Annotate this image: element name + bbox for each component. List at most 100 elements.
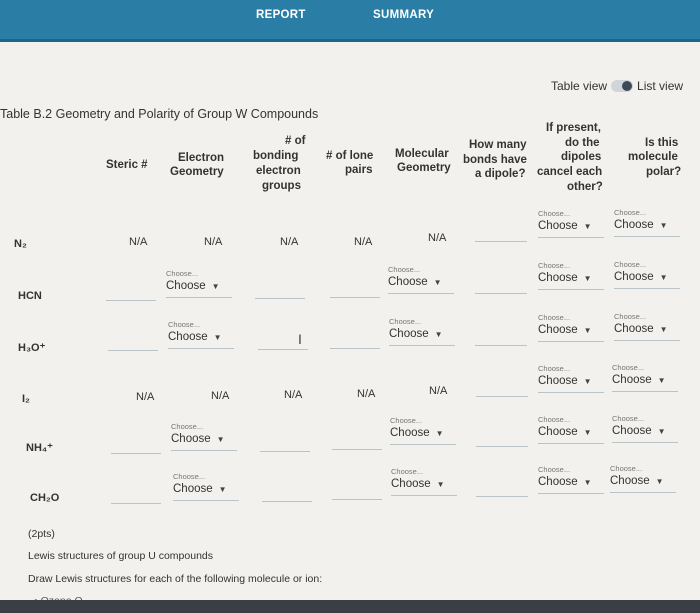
hcn-steric-input[interactable] [106, 300, 156, 301]
i2-steric-na: N/A [136, 391, 155, 403]
h3o-lone-input[interactable] [330, 348, 380, 349]
chevron-down-icon: ▼ [433, 278, 442, 287]
i2-dipoles-input[interactable] [476, 396, 528, 397]
nh4-dipoles-input[interactable] [476, 446, 528, 447]
header-bonding-2: bonding [253, 150, 299, 162]
chevron-down-icon: ▼ [583, 222, 592, 231]
ch2o-molecular-select[interactable]: Choose... Choose ▼ [391, 467, 463, 507]
i2-electron-na: N/A [211, 390, 230, 402]
header-cancel-3: dipoles [561, 151, 602, 163]
chevron-down-icon: ▼ [659, 273, 668, 282]
n2-bonding-na: N/A [280, 236, 299, 248]
row-label-i2: I₂ [22, 393, 30, 405]
nh4-molecular-select[interactable]: Choose... Choose ▼ [390, 416, 462, 456]
table-view-label: Table view [551, 79, 608, 93]
h3o-dipoles-input[interactable] [475, 345, 527, 346]
instruction-text: Draw Lewis structures for each of the fo… [28, 573, 323, 585]
hcn-cancel-select[interactable]: Choose... Choose ▼ [538, 261, 610, 301]
header-dipoles-1: How many [469, 139, 527, 151]
header-cancel-1: If present, [546, 122, 601, 134]
row-label-nh4: NH₄⁺ [26, 442, 53, 454]
i2-molecular-na: N/A [429, 385, 448, 397]
chevron-down-icon: ▼ [657, 376, 666, 385]
h3o-cancel-select[interactable]: Choose... Choose ▼ [538, 313, 610, 353]
chevron-down-icon: ▼ [659, 325, 668, 334]
bottom-edge [0, 600, 700, 613]
chevron-down-icon: ▼ [213, 333, 222, 342]
header-lone-pairs-2: pairs [345, 164, 373, 176]
header-bonding-3: electron [256, 165, 301, 177]
view-toggle[interactable]: Table view List view [551, 79, 683, 93]
header-cancel-5: other? [567, 181, 603, 193]
n2-polar-select[interactable]: Choose... Choose ▼ [614, 208, 686, 248]
text-cursor-icon: I [298, 331, 302, 347]
chevron-down-icon: ▼ [436, 480, 445, 489]
header-dipoles-3: a dipole? [475, 168, 526, 180]
list-view-label: List view [637, 79, 684, 93]
i2-lone-na: N/A [357, 388, 376, 400]
header-polar-3: polar? [646, 166, 682, 178]
points-label: (2pts) [28, 528, 55, 540]
header-cancel-4: cancel each [537, 166, 603, 178]
nh4-lone-input[interactable] [332, 449, 382, 450]
ch2o-lone-input[interactable] [332, 499, 382, 500]
header-bonding-1: # of [285, 135, 306, 147]
hcn-electron-select[interactable]: Choose... Choose ▼ [166, 269, 238, 309]
nh4-bonding-input[interactable] [260, 451, 310, 452]
hcn-bonding-input[interactable] [255, 298, 305, 299]
hcn-dipoles-input[interactable] [475, 293, 527, 294]
hcn-molecular-select[interactable]: Choose... Choose ▼ [388, 265, 460, 305]
header-electron-geometry-1: Electron [178, 152, 225, 164]
tab-report[interactable]: REPORT [256, 9, 306, 21]
h3o-molecular-select[interactable]: Choose... Choose ▼ [389, 317, 461, 357]
nh4-polar-select[interactable]: Choose... Choose ▼ [612, 414, 684, 454]
i2-polar-select[interactable]: Choose... Choose ▼ [612, 363, 684, 403]
tab-summary[interactable]: SUMMARY [373, 9, 435, 21]
view-toggle-switch[interactable] [611, 80, 634, 92]
row-label-hcn: HCN [18, 290, 42, 302]
nh4-steric-input[interactable] [111, 453, 161, 454]
h3o-polar-select[interactable]: Choose... Choose ▼ [614, 312, 686, 352]
chevron-down-icon: ▼ [583, 326, 592, 335]
header-lone-pairs-1: # of lone [326, 150, 374, 162]
header-cancel-2: do the [565, 137, 600, 149]
ch2o-electron-select[interactable]: Choose... Choose ▼ [173, 472, 245, 512]
h3o-bonding-input[interactable] [258, 349, 308, 350]
hcn-polar-select[interactable]: Choose... Choose ▼ [614, 260, 686, 300]
n2-lone-na: N/A [354, 236, 373, 248]
row-label-ch2o: CH₂O [30, 492, 60, 504]
chevron-down-icon: ▼ [657, 427, 666, 436]
ch2o-bonding-input[interactable] [262, 501, 312, 502]
header-polar-1: Is this [645, 137, 679, 149]
chevron-down-icon: ▼ [435, 429, 444, 438]
chevron-down-icon: ▼ [655, 477, 664, 486]
chevron-down-icon: ▼ [211, 282, 220, 291]
h3o-electron-select[interactable]: Choose... Choose ▼ [168, 320, 240, 360]
header-electron-geometry-2: Geometry [170, 166, 224, 178]
chevron-down-icon: ▼ [583, 377, 592, 386]
row-label-n2: N₂ [14, 238, 27, 250]
row-label-h3o: H₃O⁺ [18, 342, 46, 354]
hcn-lone-input[interactable] [330, 297, 380, 298]
header-molecular-geometry-2: Geometry [397, 162, 451, 174]
n2-molecular-na: N/A [428, 232, 447, 244]
top-nav-bar: REPORT SUMMARY [0, 0, 700, 42]
header-molecular-geometry-1: Molecular [395, 148, 449, 160]
ch2o-dipoles-input[interactable] [476, 496, 528, 497]
header-dipoles-2: bonds have [463, 154, 527, 166]
chevron-down-icon: ▼ [434, 330, 443, 339]
chevron-down-icon: ▼ [583, 274, 592, 283]
h3o-steric-input[interactable] [108, 350, 158, 351]
table-title: Table B.2 Geometry and Polarity of Group… [0, 107, 319, 121]
i2-cancel-select[interactable]: Choose... Choose ▼ [538, 364, 610, 404]
i2-bonding-na: N/A [284, 389, 303, 401]
ch2o-polar-select[interactable]: Choose... Choose ▼ [610, 464, 682, 504]
n2-dipoles-input[interactable] [475, 241, 527, 242]
ch2o-steric-input[interactable] [111, 503, 161, 504]
nh4-electron-select[interactable]: Choose... Choose ▼ [171, 422, 243, 462]
chevron-down-icon: ▼ [583, 428, 592, 437]
nh4-cancel-select[interactable]: Choose... Choose ▼ [538, 415, 610, 455]
chevron-down-icon: ▼ [659, 221, 668, 230]
ch2o-cancel-select[interactable]: Choose... Choose ▼ [538, 465, 610, 505]
n2-cancel-select[interactable]: Choose... Choose ▼ [538, 209, 610, 249]
